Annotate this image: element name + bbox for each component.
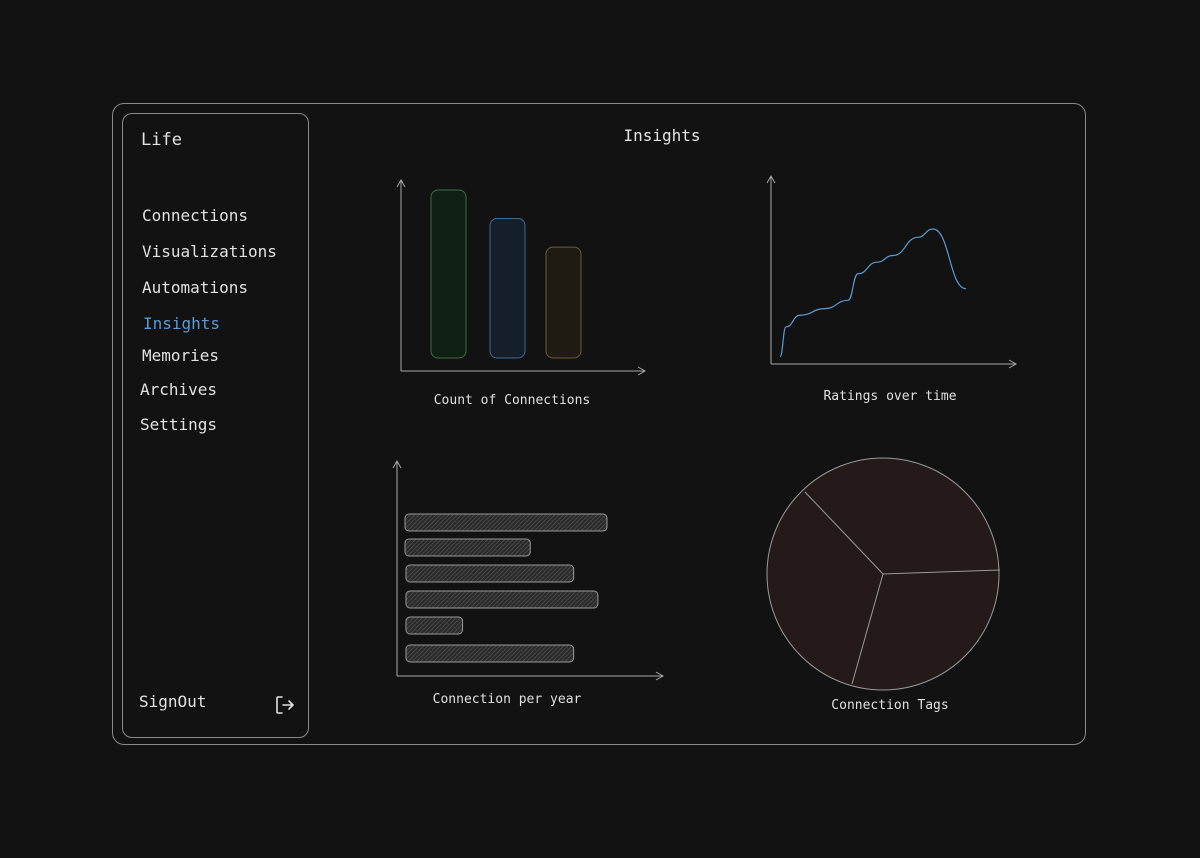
signout-button[interactable]: SignOut (139, 692, 207, 711)
hbar-3 (405, 564, 575, 583)
hbar-6 (405, 644, 575, 663)
ratings-chart-x-axis-arrow (1008, 359, 1018, 369)
hbar-4 (405, 590, 599, 609)
chart-connection-tags (766, 457, 1001, 691)
pie-slice-divider-A (804, 491, 884, 575)
sidebar-item-insights[interactable]: Insights (143, 314, 221, 333)
logout-icon[interactable] (274, 694, 296, 716)
bar-C (545, 246, 582, 359)
sidebar-item-memories[interactable]: Memories (142, 346, 220, 365)
ratings-line (779, 228, 967, 358)
per-year-chart-x-axis-arrow (655, 671, 665, 681)
page-title: Insights (623, 126, 701, 145)
count-chart-y-axis-arrow (396, 178, 406, 188)
ratings-chart-y-axis-arrow (766, 174, 776, 184)
hbar-2 (404, 538, 531, 557)
count-chart-x-axis-arrow (637, 366, 647, 376)
sidebar-item-visualizations[interactable]: Visualizations (142, 242, 277, 261)
hbar-5 (405, 616, 464, 635)
sidebar-item-archives[interactable]: Archives (140, 380, 218, 399)
chart-title-ratings-over-time: Ratings over time (823, 389, 957, 404)
chart-title-connection-per-year: Connection per year (432, 692, 582, 707)
bar-A (430, 189, 467, 359)
app-window (112, 103, 1086, 745)
chart-connection-per-year (392, 459, 665, 681)
bar-B (489, 218, 526, 359)
app-title: Life (141, 130, 182, 150)
chart-title-connection-tags: Connection Tags (831, 698, 949, 713)
sidebar (122, 113, 309, 738)
chart-title-count-of-connections: Count of Connections (433, 393, 591, 408)
sidebar-item-connections[interactable]: Connections (142, 206, 248, 225)
sidebar-item-settings[interactable]: Settings (140, 415, 218, 434)
per-year-chart-y-axis-arrow (392, 459, 402, 469)
pie-slice-divider-C (851, 573, 884, 685)
chart-count-of-connections (396, 178, 647, 376)
hbar-1 (404, 513, 608, 532)
pie-slice-divider-B (882, 569, 1001, 575)
sidebar-item-automations[interactable]: Automations (142, 278, 248, 297)
chart-ratings-over-time (766, 174, 1018, 369)
